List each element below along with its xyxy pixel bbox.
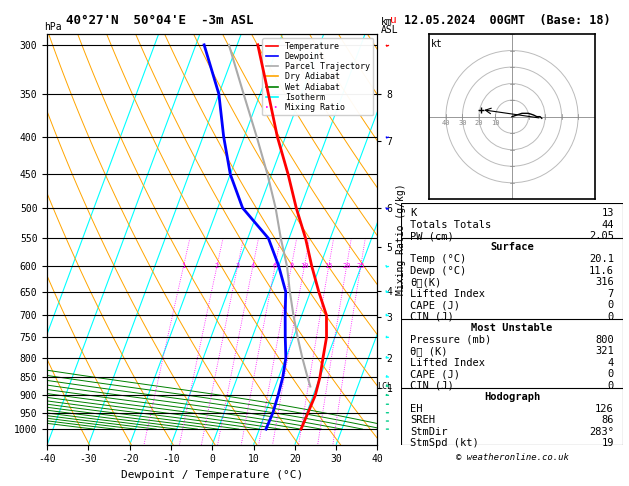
Text: 20.1: 20.1: [589, 254, 614, 264]
Text: 10: 10: [300, 263, 309, 269]
Text: θᴄ(K): θᴄ(K): [410, 278, 442, 287]
Text: 40: 40: [442, 120, 450, 126]
Text: ASL: ASL: [381, 25, 398, 35]
Text: 2: 2: [215, 263, 219, 269]
Text: 12.05.2024  00GMT  (Base: 18): 12.05.2024 00GMT (Base: 18): [404, 14, 611, 27]
Text: 25: 25: [357, 263, 365, 269]
Text: kt: kt: [431, 39, 443, 49]
Text: 6: 6: [273, 263, 277, 269]
Text: 800: 800: [595, 335, 614, 345]
Text: Temp (°C): Temp (°C): [410, 254, 467, 264]
Text: Mixing Ratio (g/kg): Mixing Ratio (g/kg): [396, 184, 406, 295]
Text: 15: 15: [325, 263, 333, 269]
Text: Lifted Index: Lifted Index: [410, 358, 485, 368]
Text: PW (cm): PW (cm): [410, 231, 454, 242]
Text: 126: 126: [595, 404, 614, 414]
Text: 10: 10: [491, 120, 499, 126]
Text: 316: 316: [595, 278, 614, 287]
Text: 2.05: 2.05: [589, 231, 614, 242]
Text: 0: 0: [608, 312, 614, 322]
Text: 1: 1: [181, 263, 186, 269]
Text: 11.6: 11.6: [589, 266, 614, 276]
Text: Surface: Surface: [490, 242, 534, 252]
Text: StmDir: StmDir: [410, 427, 448, 437]
Text: SREH: SREH: [410, 416, 435, 425]
Text: hPa: hPa: [44, 21, 62, 32]
Text: 30: 30: [458, 120, 467, 126]
Text: 44: 44: [601, 220, 614, 230]
Text: CAPE (J): CAPE (J): [410, 369, 460, 380]
Text: CIN (J): CIN (J): [410, 381, 454, 391]
Text: 13: 13: [601, 208, 614, 218]
Text: 7: 7: [608, 289, 614, 299]
Text: 321: 321: [595, 347, 614, 356]
X-axis label: Dewpoint / Temperature (°C): Dewpoint / Temperature (°C): [121, 470, 303, 480]
Text: 4: 4: [608, 358, 614, 368]
Text: 0: 0: [608, 381, 614, 391]
Text: StmSpd (kt): StmSpd (kt): [410, 438, 479, 449]
Text: LCL: LCL: [377, 382, 392, 391]
Text: Pressure (mb): Pressure (mb): [410, 335, 491, 345]
Text: 19: 19: [601, 438, 614, 449]
Text: θᴄ (K): θᴄ (K): [410, 347, 448, 356]
Text: 20: 20: [475, 120, 483, 126]
Text: 283°: 283°: [589, 427, 614, 437]
Text: 4: 4: [251, 263, 255, 269]
Text: © weatheronline.co.uk: © weatheronline.co.uk: [455, 453, 569, 463]
Text: 20: 20: [342, 263, 351, 269]
Text: km: km: [381, 17, 392, 27]
Text: 3: 3: [235, 263, 240, 269]
Legend: Temperature, Dewpoint, Parcel Trajectory, Dry Adiabat, Wet Adiabat, Isotherm, Mi: Temperature, Dewpoint, Parcel Trajectory…: [262, 38, 373, 115]
Text: Lifted Index: Lifted Index: [410, 289, 485, 299]
Text: Hodograph: Hodograph: [484, 392, 540, 402]
Text: Dewp (°C): Dewp (°C): [410, 266, 467, 276]
Text: Totals Totals: Totals Totals: [410, 220, 491, 230]
Text: 86: 86: [601, 416, 614, 425]
Text: K: K: [410, 208, 416, 218]
Text: u: u: [390, 16, 397, 25]
Text: 8: 8: [289, 263, 294, 269]
Text: 40°27'N  50°04'E  -3m ASL: 40°27'N 50°04'E -3m ASL: [66, 14, 253, 27]
Text: CAPE (J): CAPE (J): [410, 300, 460, 311]
Text: EH: EH: [410, 404, 423, 414]
Text: CIN (J): CIN (J): [410, 312, 454, 322]
Text: Most Unstable: Most Unstable: [471, 323, 553, 333]
Text: 0: 0: [608, 369, 614, 380]
Text: 0: 0: [608, 300, 614, 311]
